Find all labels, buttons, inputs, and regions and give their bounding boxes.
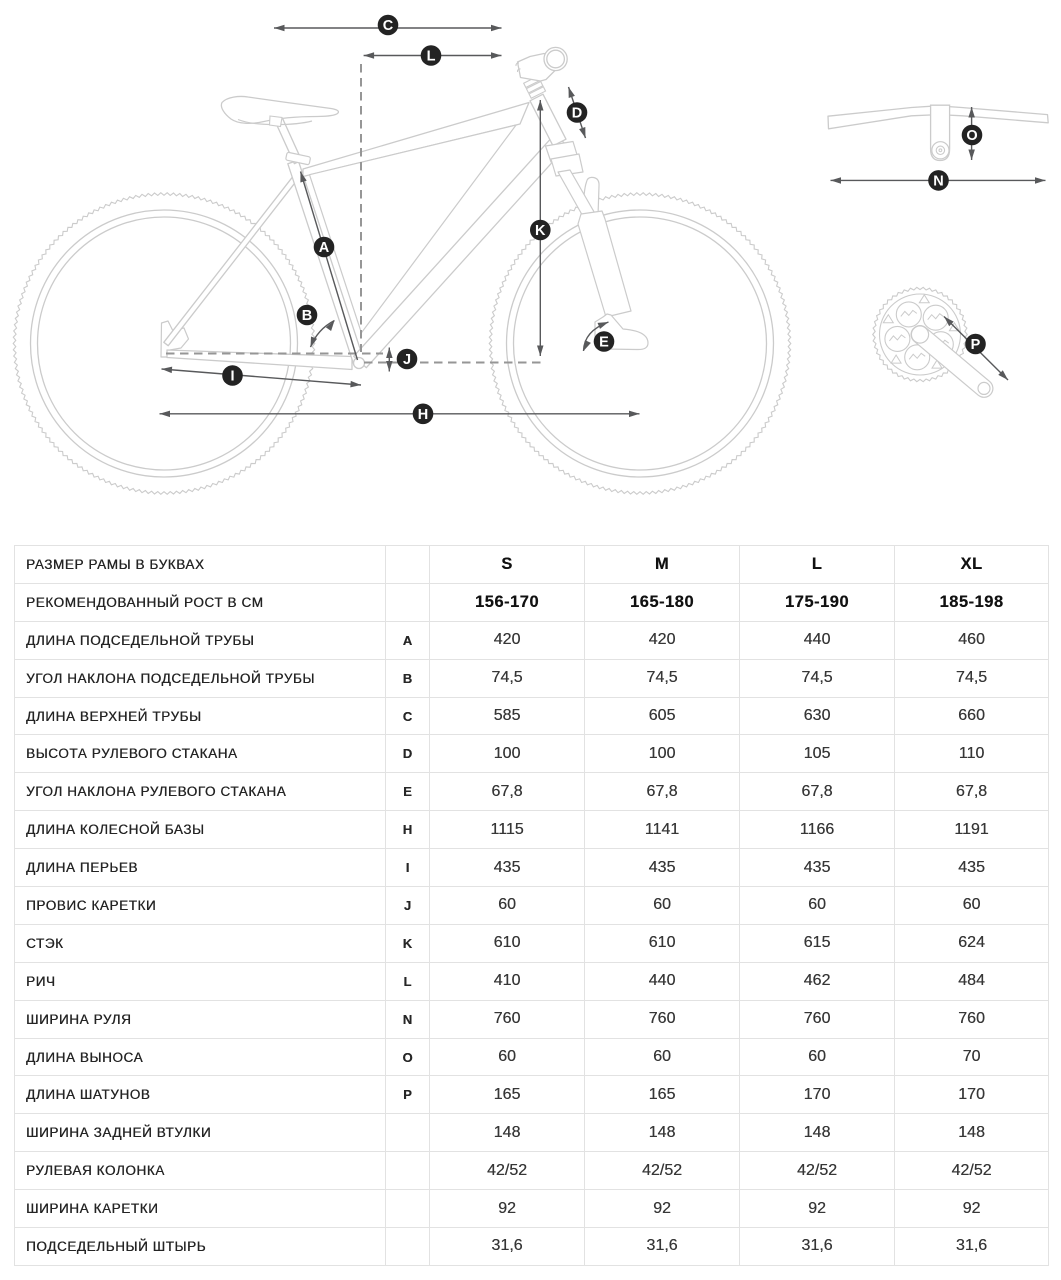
svg-text:K: K (535, 223, 546, 239)
svg-text:O: O (966, 128, 977, 144)
svg-text:H: H (418, 407, 428, 423)
svg-text:L: L (427, 49, 436, 65)
svg-text:B: B (302, 308, 312, 324)
svg-text:D: D (572, 106, 582, 122)
svg-text:A: A (319, 240, 330, 256)
svg-text:E: E (599, 335, 609, 351)
svg-text:I: I (230, 369, 234, 385)
svg-text:J: J (403, 352, 411, 368)
svg-text:C: C (383, 18, 394, 34)
svg-text:P: P (971, 337, 981, 353)
svg-text:N: N (933, 173, 943, 189)
